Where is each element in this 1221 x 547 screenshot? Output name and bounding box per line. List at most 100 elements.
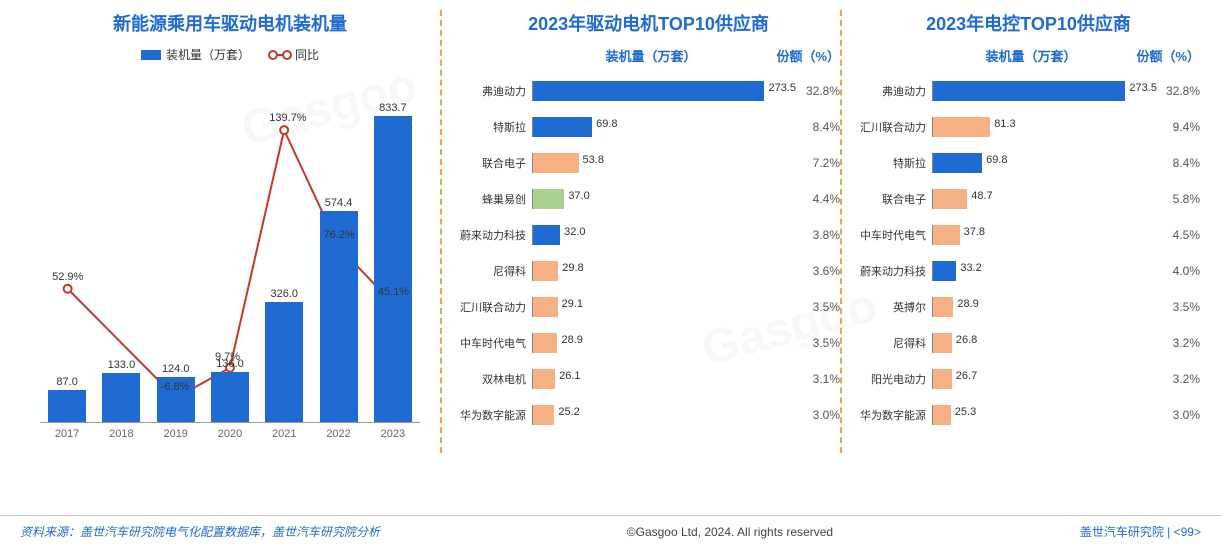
bar-value-label: 833.7 [374,102,412,114]
hbar-track: 29.1 [532,297,770,317]
hbar-list: 弗迪动力273.532.8%特斯拉69.88.4%联合电子53.87.2%蜂巢易… [457,73,840,433]
hbar-name: 尼得科 [457,263,532,279]
hbar-header: 装机量（万套） 份额（%） [457,46,840,65]
legend-line-swatch [270,54,290,56]
plot-area: 87.02017133.02018124.02019136.02020326.0… [40,93,420,423]
hbar-track: 48.7 [932,189,1130,209]
hbar-track: 273.5 [932,81,1130,101]
hbar-track: 33.2 [932,261,1130,281]
hbar-fill: 28.9 [533,333,557,353]
hbar-name: 蔚来动力科技 [857,263,932,279]
hbar-row: 汇川联合动力81.39.4% [857,109,1200,145]
hbar-share: 3.0% [1130,408,1200,422]
bar [320,211,358,422]
hbar-row: 中车时代电气37.84.5% [857,217,1200,253]
hbar-value-label: 25.3 [951,406,976,418]
hbar-share: 3.8% [770,228,840,242]
chart-title: 2023年电控TOP10供应商 [857,10,1200,36]
hbar-fill: 28.9 [933,297,953,317]
hbar-row: 蜂巢易创37.04.4% [457,181,840,217]
hbar-share: 3.5% [770,300,840,314]
panel-controller-top10: 2023年电控TOP10供应商 装机量（万套） 份额（%） 弗迪动力273.53… [840,10,1200,453]
hbar-track: 53.8 [532,153,770,173]
hbar-row: 蔚来动力科技32.03.8% [457,217,840,253]
hbar-value-label: 37.8 [960,226,985,238]
bar-group: 574.42022 [320,92,358,422]
bar [265,302,303,422]
hbar-fill: 273.5 [533,81,764,101]
hbar-row: 英搏尔28.93.5% [857,289,1200,325]
line-value-label: 139.7% [269,112,306,124]
hbar-value-label: 32.0 [560,226,585,238]
hbar-fill: 33.2 [933,261,956,281]
hbar-fill: 25.3 [933,405,951,425]
hbar-value-label: 273.5 [764,82,796,94]
line-value-label: 9.7% [215,351,240,363]
hbar-name: 弗迪动力 [457,83,532,99]
hbar-share: 4.4% [770,192,840,206]
hbar-share: 9.4% [1130,120,1200,134]
legend-bar-swatch [141,50,161,60]
hbar-fill: 26.1 [533,369,555,389]
hbar-row: 弗迪动力273.532.8% [457,73,840,109]
hbar-track: 81.3 [932,117,1130,137]
bar [48,390,86,422]
hbar-track: 26.7 [932,369,1130,389]
chart-title: 2023年驱动电机TOP10供应商 [457,10,840,36]
hbar-fill: 29.8 [533,261,558,281]
line-value-label: -6.8% [161,381,190,393]
hbar-track: 28.9 [932,297,1130,317]
hbar-row: 华为数字能源25.23.0% [457,397,840,433]
hbar-value-label: 28.9 [953,298,978,310]
hbar-name: 双林电机 [457,371,532,387]
bar [374,116,412,422]
bar-value-label: 574.4 [320,197,358,209]
hbar-row: 联合电子53.87.2% [457,145,840,181]
chart-title: 新能源乘用车驱动电机装机量 [20,10,440,36]
hbar-row: 特斯拉69.88.4% [857,145,1200,181]
bar [211,372,249,422]
x-axis-label: 2020 [203,422,257,440]
hbar-share: 3.2% [1130,372,1200,386]
hbar-track: 26.8 [932,333,1130,353]
hbar-track: 273.5 [532,81,770,101]
hbar-fill: 29.1 [533,297,558,317]
hbar-name: 联合电子 [857,191,932,207]
hbar-value-label: 29.8 [558,262,583,274]
hbar-name: 阳光电动力 [857,371,932,387]
hbar-value-label: 33.2 [956,262,981,274]
footer-source: 资料来源：盖世汽车研究院电气化配置数据库，盖世汽车研究院分析 [20,523,380,540]
hbar-name: 汇川联合动力 [457,299,532,315]
hbar-row: 双林电机26.13.1% [457,361,840,397]
hbar-row: 联合电子48.75.8% [857,181,1200,217]
hbar-row: 蔚来动力科技33.24.0% [857,253,1200,289]
hbar-name: 蔚来动力科技 [457,227,532,243]
hbar-share: 3.2% [1130,336,1200,350]
legend-bar-label: 装机量（万套） [166,46,250,63]
hbar-value-label: 69.8 [592,118,617,130]
bar-group: 136.02020 [211,92,249,422]
hbar-fill: 53.8 [533,153,579,173]
hbar-row: 弗迪动力273.532.8% [857,73,1200,109]
chart-container: 新能源乘用车驱动电机装机量 装机量（万套） 同比 87.02017133.020… [0,0,1221,453]
bar-value-label: 124.0 [157,363,195,375]
x-axis-label: 2017 [40,422,94,440]
hbar-row: 尼得科26.8 3.2% [857,325,1200,361]
hbar-fill: 32.0 [533,225,560,245]
hbar-value-label: 37.0 [564,190,589,202]
footer-copyright: ©Gasgoo Ltd, 2024. All rights reserved [627,525,833,539]
x-axis-label: 2022 [312,422,366,440]
hbar-name: 尼得科 [857,335,932,351]
hbar-fill: 26.8 [933,333,952,353]
hbar-track: 37.0 [532,189,770,209]
hbar-name: 中车时代电气 [857,227,932,243]
hbar-name: 中车时代电气 [457,335,532,351]
hbar-list: 弗迪动力273.532.8%汇川联合动力81.39.4%特斯拉69.88.4%联… [857,73,1200,433]
hbar-track: 26.1 [532,369,770,389]
hbar-share: 3.0% [770,408,840,422]
hbar-fill: 25.2 [533,405,554,425]
hbar-value-label: 69.8 [982,154,1007,166]
hbar-track: 37.8 [932,225,1130,245]
col-share-label: 份额（%） [1130,46,1200,65]
hbar-row: 特斯拉69.88.4% [457,109,840,145]
